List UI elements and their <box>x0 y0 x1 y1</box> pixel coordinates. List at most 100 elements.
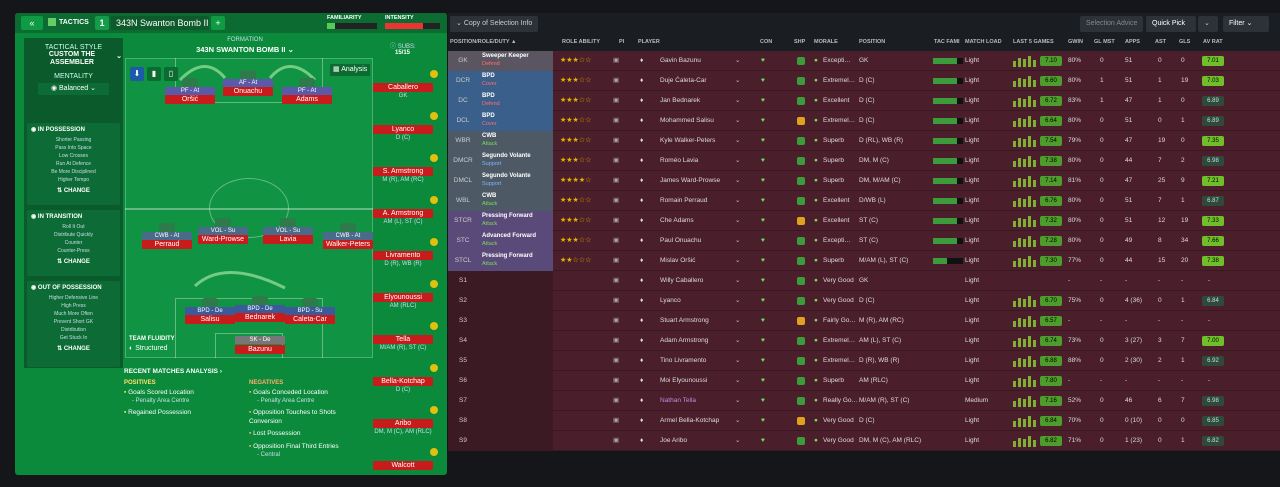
pi-icon[interactable]: ▣ <box>613 77 620 84</box>
player-name[interactable]: Armel Bella-Kotchap <box>660 417 720 424</box>
sub-player[interactable]: Caballero GK <box>373 70 443 100</box>
pi-icon[interactable]: ▣ <box>613 337 620 344</box>
pitch-player[interactable]: BPD - Su Caleta-Car <box>285 298 335 324</box>
pitch-player[interactable]: PF - At Adams <box>282 78 332 104</box>
table-row[interactable]: STCL Pressing Forward Attack ★★☆☆☆ ▣ ♦ Mislav … <box>448 251 1280 271</box>
player-name[interactable]: Nathan Tella <box>660 397 697 404</box>
sub-player[interactable]: Lyanco D (C) <box>373 112 443 142</box>
table-row[interactable]: S2 ▣ ♦ Lyanco ⌄ ♥ ● Very Good D (C) Light 6.70 75% 0… <box>448 291 1280 311</box>
role-duty-cell[interactable]: Segundo Volante Support <box>478 151 553 171</box>
pi-icon[interactable]: ▣ <box>613 297 620 304</box>
table-row[interactable]: WBR CWB Attack ★★★☆☆ ▣ ♦ Kyle Walker-Peters ⌄ ♥ ●… <box>448 131 1280 151</box>
col-gwin[interactable]: GWIN <box>1068 39 1083 45</box>
mentality-dropdown[interactable]: ◉ Balanced ⌄ <box>38 83 109 95</box>
sub-player[interactable]: S. Armstrong M (R), AM (RC) <box>373 154 443 184</box>
chevron-down-icon[interactable]: ⌄ <box>735 277 741 284</box>
add-tactic-button[interactable]: + <box>211 16 225 30</box>
player-name[interactable]: Mislav Oršić <box>660 257 696 264</box>
recent-matches-title[interactable]: RECENT MATCHES ANALYSIS › <box>124 368 223 375</box>
table-row[interactable]: DCL BPD Cover ★★★☆☆ ▣ ♦ Mohammed Salisu ⌄ ♥ ● Extr… <box>448 111 1280 131</box>
chevron-down-icon[interactable]: ⌄ <box>735 257 741 264</box>
col-last-5[interactable]: LAST 5 GAMES <box>1013 39 1054 45</box>
player-name[interactable]: Roméo Lavia <box>660 157 699 164</box>
selection-advice-button[interactable]: Selection Advice <box>1080 16 1144 32</box>
role-duty-cell[interactable]: Advanced Forward Attack <box>478 231 553 251</box>
tactic-name-dropdown[interactable]: 343N Swanton Bomb II ⌄ <box>111 16 209 42</box>
download-icon[interactable]: ⬇ <box>130 67 144 81</box>
chevron-down-icon[interactable]: ⌄ <box>735 297 741 304</box>
table-row[interactable]: S3 ▣ ♦ Stuart Armstrong ⌄ ♥ ● Fairly Go… M (R), … <box>448 311 1280 331</box>
pi-icon[interactable]: ▣ <box>613 417 620 424</box>
pitch-player[interactable]: BPD - De Salisu <box>185 298 235 324</box>
out-of-possession-change-button[interactable]: ⇅ CHANGE <box>57 346 90 352</box>
role-duty-cell[interactable]: BPD Cover <box>478 111 553 131</box>
table-row[interactable]: S1 ▣ ♦ Willy Caballero ⌄ ♥ ● Very Good GK Light - -… <box>448 271 1280 291</box>
chevron-down-icon[interactable]: ⌄ <box>735 197 741 204</box>
table-row[interactable]: S6 ▣ ♦ Moi Elyounoussi ⌄ ♥ ● Superb AM (RLC) Ligh… <box>448 371 1280 391</box>
col-position[interactable]: POSITION <box>859 39 886 45</box>
analysis-button[interactable]: ▦ Analysis <box>330 64 371 76</box>
role-duty-cell[interactable]: BPD Cover <box>478 71 553 91</box>
col-morale[interactable]: MORALE <box>814 39 838 45</box>
player-name[interactable]: Willy Caballero <box>660 277 704 284</box>
chevron-down-icon[interactable]: ⌄ <box>735 157 741 164</box>
chevron-down-icon[interactable]: ⌄ <box>735 217 741 224</box>
player-name[interactable]: Kyle Walker-Peters <box>660 137 716 144</box>
pitch-player[interactable]: CWB - At Walker-Peters <box>323 223 373 249</box>
pi-icon[interactable]: ▣ <box>613 97 620 104</box>
pi-icon[interactable]: ▣ <box>613 257 620 264</box>
filter-button[interactable]: Filter ⌄ <box>1223 16 1269 32</box>
player-name[interactable]: Stuart Armstrong <box>660 317 709 324</box>
tactical-style-dropdown[interactable]: CUSTOM THE ASSEMBLER ⌄ <box>48 51 122 66</box>
chevron-down-icon[interactable]: ⌄ <box>735 437 741 444</box>
player-name[interactable]: Moi Elyounoussi <box>660 377 708 384</box>
table-row[interactable]: DMCL Segundo Volante Support ★★★★☆ ▣ ♦ James W… <box>448 171 1280 191</box>
col-ast[interactable]: AST <box>1155 39 1166 45</box>
player-name[interactable]: Romain Perraud <box>660 197 708 204</box>
player-name[interactable]: Lyanco <box>660 297 681 304</box>
tactic-slot-button[interactable]: 1 <box>95 16 109 30</box>
pi-icon[interactable]: ▣ <box>613 277 620 284</box>
col-player[interactable]: PLAYER <box>638 39 660 45</box>
sub-player[interactable]: Walcott <box>373 448 443 475</box>
col-con[interactable]: CON <box>760 39 773 45</box>
chevron-down-icon[interactable]: ⌄ <box>735 377 741 384</box>
in-transition-change-button[interactable]: ⇅ CHANGE <box>57 259 90 265</box>
note-icon[interactable]: ▯ <box>164 67 178 81</box>
table-row[interactable]: DC BPD Defend ★★★☆☆ ▣ ♦ Jan Bednarek ⌄ ♥ ● Excelle… <box>448 91 1280 111</box>
col-gls[interactable]: GLS <box>1179 39 1191 45</box>
pitch-player[interactable]: CWB - At Perraud <box>142 223 192 249</box>
role-duty-cell[interactable]: CWB Attack <box>478 131 553 151</box>
col-pi[interactable]: PI <box>619 39 625 45</box>
pi-icon[interactable]: ▣ <box>613 177 620 184</box>
collapse-button[interactable]: « <box>21 16 43 30</box>
player-name[interactable]: Tino Livramento <box>660 357 707 364</box>
chevron-down-icon[interactable]: ⌄ <box>735 57 741 64</box>
sub-player[interactable]: Bella-Kotchap D (C) <box>373 364 443 394</box>
col-position-role-duty[interactable]: POSITION/ROLE/DUTY ▲ <box>450 39 517 45</box>
pitch-player[interactable]: PF - At Oršić <box>165 78 215 104</box>
pi-icon[interactable]: ▣ <box>613 117 620 124</box>
table-row[interactable]: S9 ▣ ♦ Joe Aribo ⌄ ♥ ● Very Good DM, M (C), AM (… <box>448 431 1280 451</box>
pitch-player[interactable]: AF - At Onuachu <box>223 70 273 96</box>
chevron-down-icon[interactable]: ⌄ <box>735 177 741 184</box>
table-row[interactable]: STCR Pressing Forward Attack ★★★☆☆ ▣ ♦ Che Ada… <box>448 211 1280 231</box>
role-duty-cell[interactable]: Segundo Volante Support <box>478 171 553 191</box>
player-name[interactable]: Che Adams <box>660 217 694 224</box>
player-name[interactable]: Jan Bednarek <box>660 97 701 104</box>
role-duty-cell[interactable]: BPD Defend <box>478 91 553 111</box>
table-row[interactable]: S5 ▣ ♦ Tino Livramento ⌄ ♥ ● Extremel… D (R), WB… <box>448 351 1280 371</box>
pi-icon[interactable]: ▣ <box>613 157 620 164</box>
pi-icon[interactable]: ▣ <box>613 317 620 324</box>
pi-icon[interactable]: ▣ <box>613 237 620 244</box>
pi-icon[interactable]: ▣ <box>613 137 620 144</box>
table-row[interactable]: DMCR Segundo Volante Support ★★★☆☆ ▣ ♦ Roméo L… <box>448 151 1280 171</box>
formation-dropdown[interactable]: 343N SWANTON BOMB II ⌄ <box>196 45 294 54</box>
role-duty-cell[interactable]: Pressing Forward Attack <box>478 251 553 271</box>
role-duty-cell[interactable]: CWB Attack <box>478 191 553 211</box>
stats-icon[interactable]: ▮ <box>147 67 161 81</box>
player-name[interactable]: Paul Onuachu <box>660 237 702 244</box>
chevron-down-icon[interactable]: ⌄ <box>735 77 741 84</box>
pi-icon[interactable]: ▣ <box>613 197 620 204</box>
table-row[interactable]: S8 ▣ ♦ Armel Bella-Kotchap ⌄ ♥ ● Very Good D (C)… <box>448 411 1280 431</box>
